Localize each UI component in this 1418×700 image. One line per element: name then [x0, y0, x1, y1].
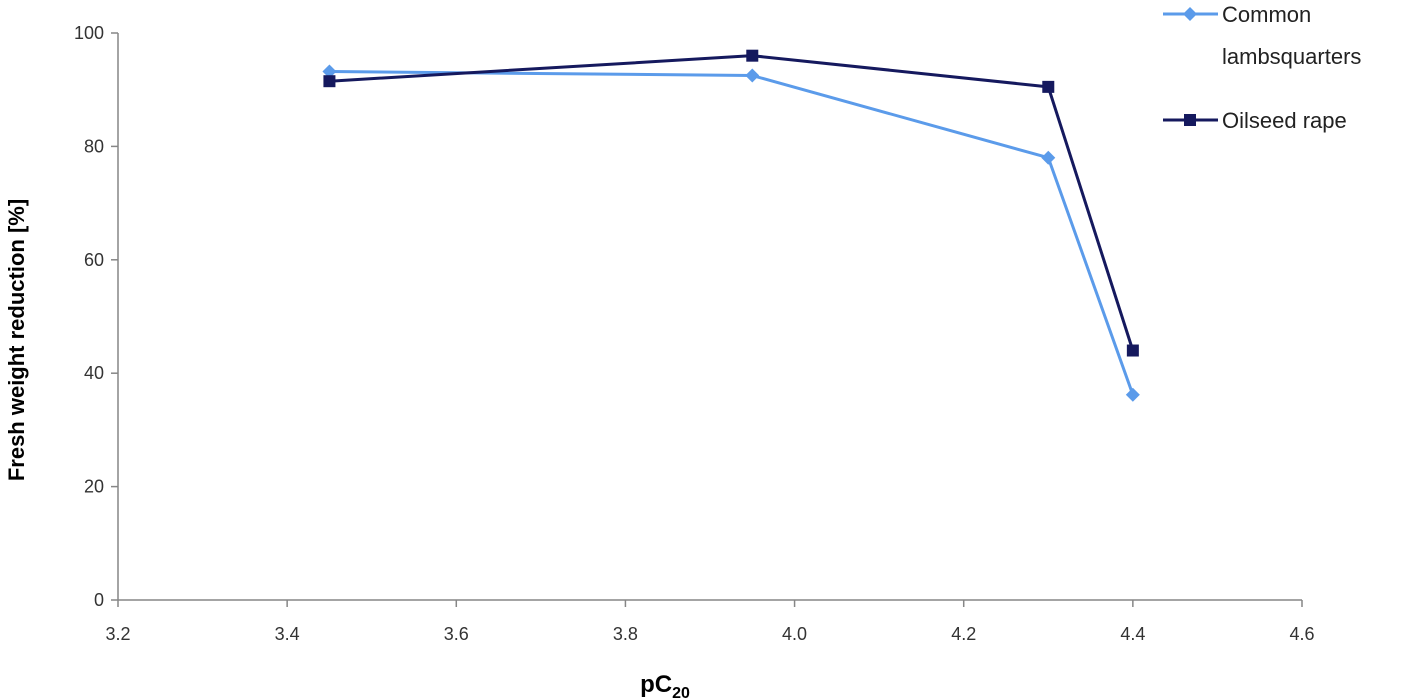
data-point-common-lambsquarters [1041, 150, 1056, 165]
data-point-oilseed-rape [746, 49, 759, 62]
series-common-lambsquarters [322, 64, 1140, 402]
x-tick-label: 4.2 [951, 624, 976, 644]
series-oilseed-rape [323, 49, 1139, 357]
x-ticks: 3.2 3.4 3.6 3.8 4.0 4.2 4.4 4.6 [105, 600, 1315, 644]
x-tick-label: 3.4 [275, 624, 300, 644]
x-tick-label: 4.4 [1120, 624, 1145, 644]
legend-label-common-lambsquarters-line1: Common [1222, 2, 1311, 27]
legend-label-common-lambsquarters-line2: lambsquarters [1222, 44, 1361, 69]
y-tick-label: 0 [94, 590, 104, 610]
y-ticks: 0 20 40 60 80 100 [74, 23, 118, 610]
legend-marker-square [1184, 114, 1196, 126]
series-line-oilseed-rape [329, 54, 1135, 351]
y-tick-label: 100 [74, 23, 104, 43]
data-point-oilseed-rape [1126, 344, 1139, 357]
x-axis-title-main: pC [640, 671, 672, 698]
legend-marker-diamond [1183, 7, 1197, 21]
series-line-common-lambsquarters [329, 70, 1135, 396]
legend-item-oilseed-rape: Oilseed rape [1163, 108, 1347, 133]
legend-item-common-lambsquarters: Common lambsquarters [1163, 2, 1361, 69]
y-axis-title: Fresh weight reduction [%] [4, 199, 29, 481]
x-tick-label: 3.6 [444, 624, 469, 644]
data-point-oilseed-rape [1042, 80, 1055, 93]
data-point-common-lambsquarters [322, 64, 337, 79]
series-layer [322, 49, 1140, 402]
data-point-common-lambsquarters [1125, 387, 1140, 402]
x-tick-label: 3.8 [613, 624, 638, 644]
x-tick-label: 3.2 [105, 624, 130, 644]
y-tick-label: 20 [84, 477, 104, 497]
y-tick-label: 60 [84, 250, 104, 270]
axes [117, 33, 1302, 601]
y-tick-label: 80 [84, 136, 104, 156]
data-point-oilseed-rape [323, 75, 336, 88]
legend: Common lambsquarters Oilseed rape [1163, 2, 1361, 133]
x-tick-label: 4.6 [1289, 624, 1314, 644]
x-axis-title-subscript: 20 [672, 685, 690, 700]
legend-label-oilseed-rape: Oilseed rape [1222, 108, 1347, 133]
data-point-common-lambsquarters [745, 68, 760, 83]
y-tick-label: 40 [84, 363, 104, 383]
x-tick-label: 4.0 [782, 624, 807, 644]
x-axis-title: pC20 [640, 671, 690, 700]
